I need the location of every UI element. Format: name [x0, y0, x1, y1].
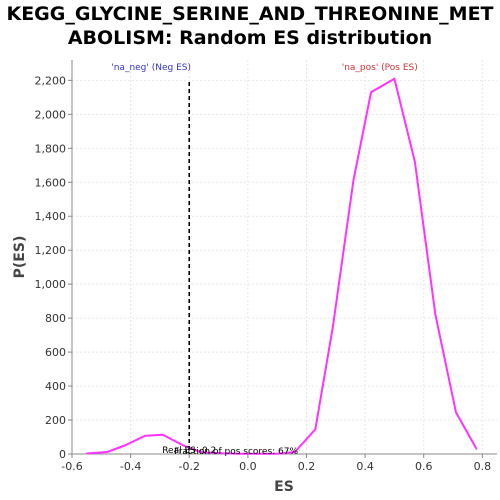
- neg-es-label: 'na_neg' (Neg ES): [111, 63, 191, 73]
- axes: [68, 60, 497, 458]
- y-tick-label: 1,400: [35, 210, 67, 223]
- data-point: [370, 91, 372, 94]
- y-tick-label: 2,000: [35, 108, 67, 121]
- chart-title-line-2: ABOLISM: Random ES distribution: [67, 27, 433, 49]
- chart-title: KEGG_GLYCINE_SERINE_AND_THREONINE_MET AB…: [0, 2, 500, 50]
- chart-title-line-1: KEGG_GLYCINE_SERINE_AND_THREONINE_MET: [6, 3, 494, 25]
- x-axis-label: ES: [274, 479, 294, 495]
- y-tick-label: 1,600: [35, 176, 67, 189]
- data-point: [238, 452, 240, 455]
- data-point: [220, 452, 223, 455]
- data-point: [455, 411, 457, 414]
- x-tick-label: 0.6: [415, 460, 433, 473]
- x-tick-label: 0.8: [474, 460, 492, 473]
- data-point: [276, 452, 278, 455]
- data-point: [123, 444, 126, 447]
- tick-labels: -0.6 -0.4 -0.2 0.0 0.2 0.4 0.6 0.8 0 200 400 600 800…: [35, 74, 492, 473]
- plot-area: [72, 60, 497, 454]
- data-point: [182, 444, 185, 447]
- pos-fraction-label: Fraction of pos scores: 67%: [174, 447, 298, 457]
- data-point: [414, 161, 416, 163]
- data-point: [200, 451, 202, 454]
- y-tick-label: 600: [45, 346, 66, 359]
- y-tick-label: 0: [59, 448, 66, 461]
- x-tick-label: -0.6: [61, 460, 82, 473]
- annotations: 'na_neg' (Neg ES) 'na_pos' (Pos ES) Real E…: [111, 63, 418, 457]
- data-point: [293, 451, 296, 453]
- data-point: [162, 434, 164, 436]
- grid-lines: [71, 60, 497, 455]
- y-tick-label: 1,200: [35, 244, 67, 257]
- y-tick-label: 1,000: [35, 278, 67, 291]
- data-series: [85, 77, 478, 455]
- data-point: [85, 452, 88, 455]
- x-tick-label: 0.0: [239, 460, 257, 473]
- y-tick-label: 400: [45, 380, 66, 393]
- data-point: [144, 434, 147, 437]
- pos-es-label: 'na_pos' (Pos ES): [342, 63, 418, 73]
- data-point: [352, 179, 355, 182]
- x-tick-label: 0.2: [298, 460, 316, 473]
- x-tick-label: -0.2: [179, 460, 200, 473]
- y-tick-label: 1,800: [35, 142, 67, 155]
- x-tick-label: -0.4: [120, 460, 141, 473]
- x-tick-label: 0.4: [356, 460, 374, 473]
- data-point: [393, 77, 396, 80]
- y-axis-label: P(ES): [12, 236, 28, 279]
- data-point: [434, 313, 437, 316]
- data-point: [106, 451, 108, 453]
- y-tick-label: 200: [45, 414, 66, 427]
- data-point: [314, 428, 317, 431]
- data-point: [332, 325, 334, 328]
- real-es-label: Real ES -0.2: [162, 446, 216, 456]
- data-point: [475, 448, 478, 450]
- data-point: [258, 452, 261, 455]
- y-tick-label: 800: [45, 312, 66, 325]
- y-tick-label: 2,200: [35, 74, 67, 87]
